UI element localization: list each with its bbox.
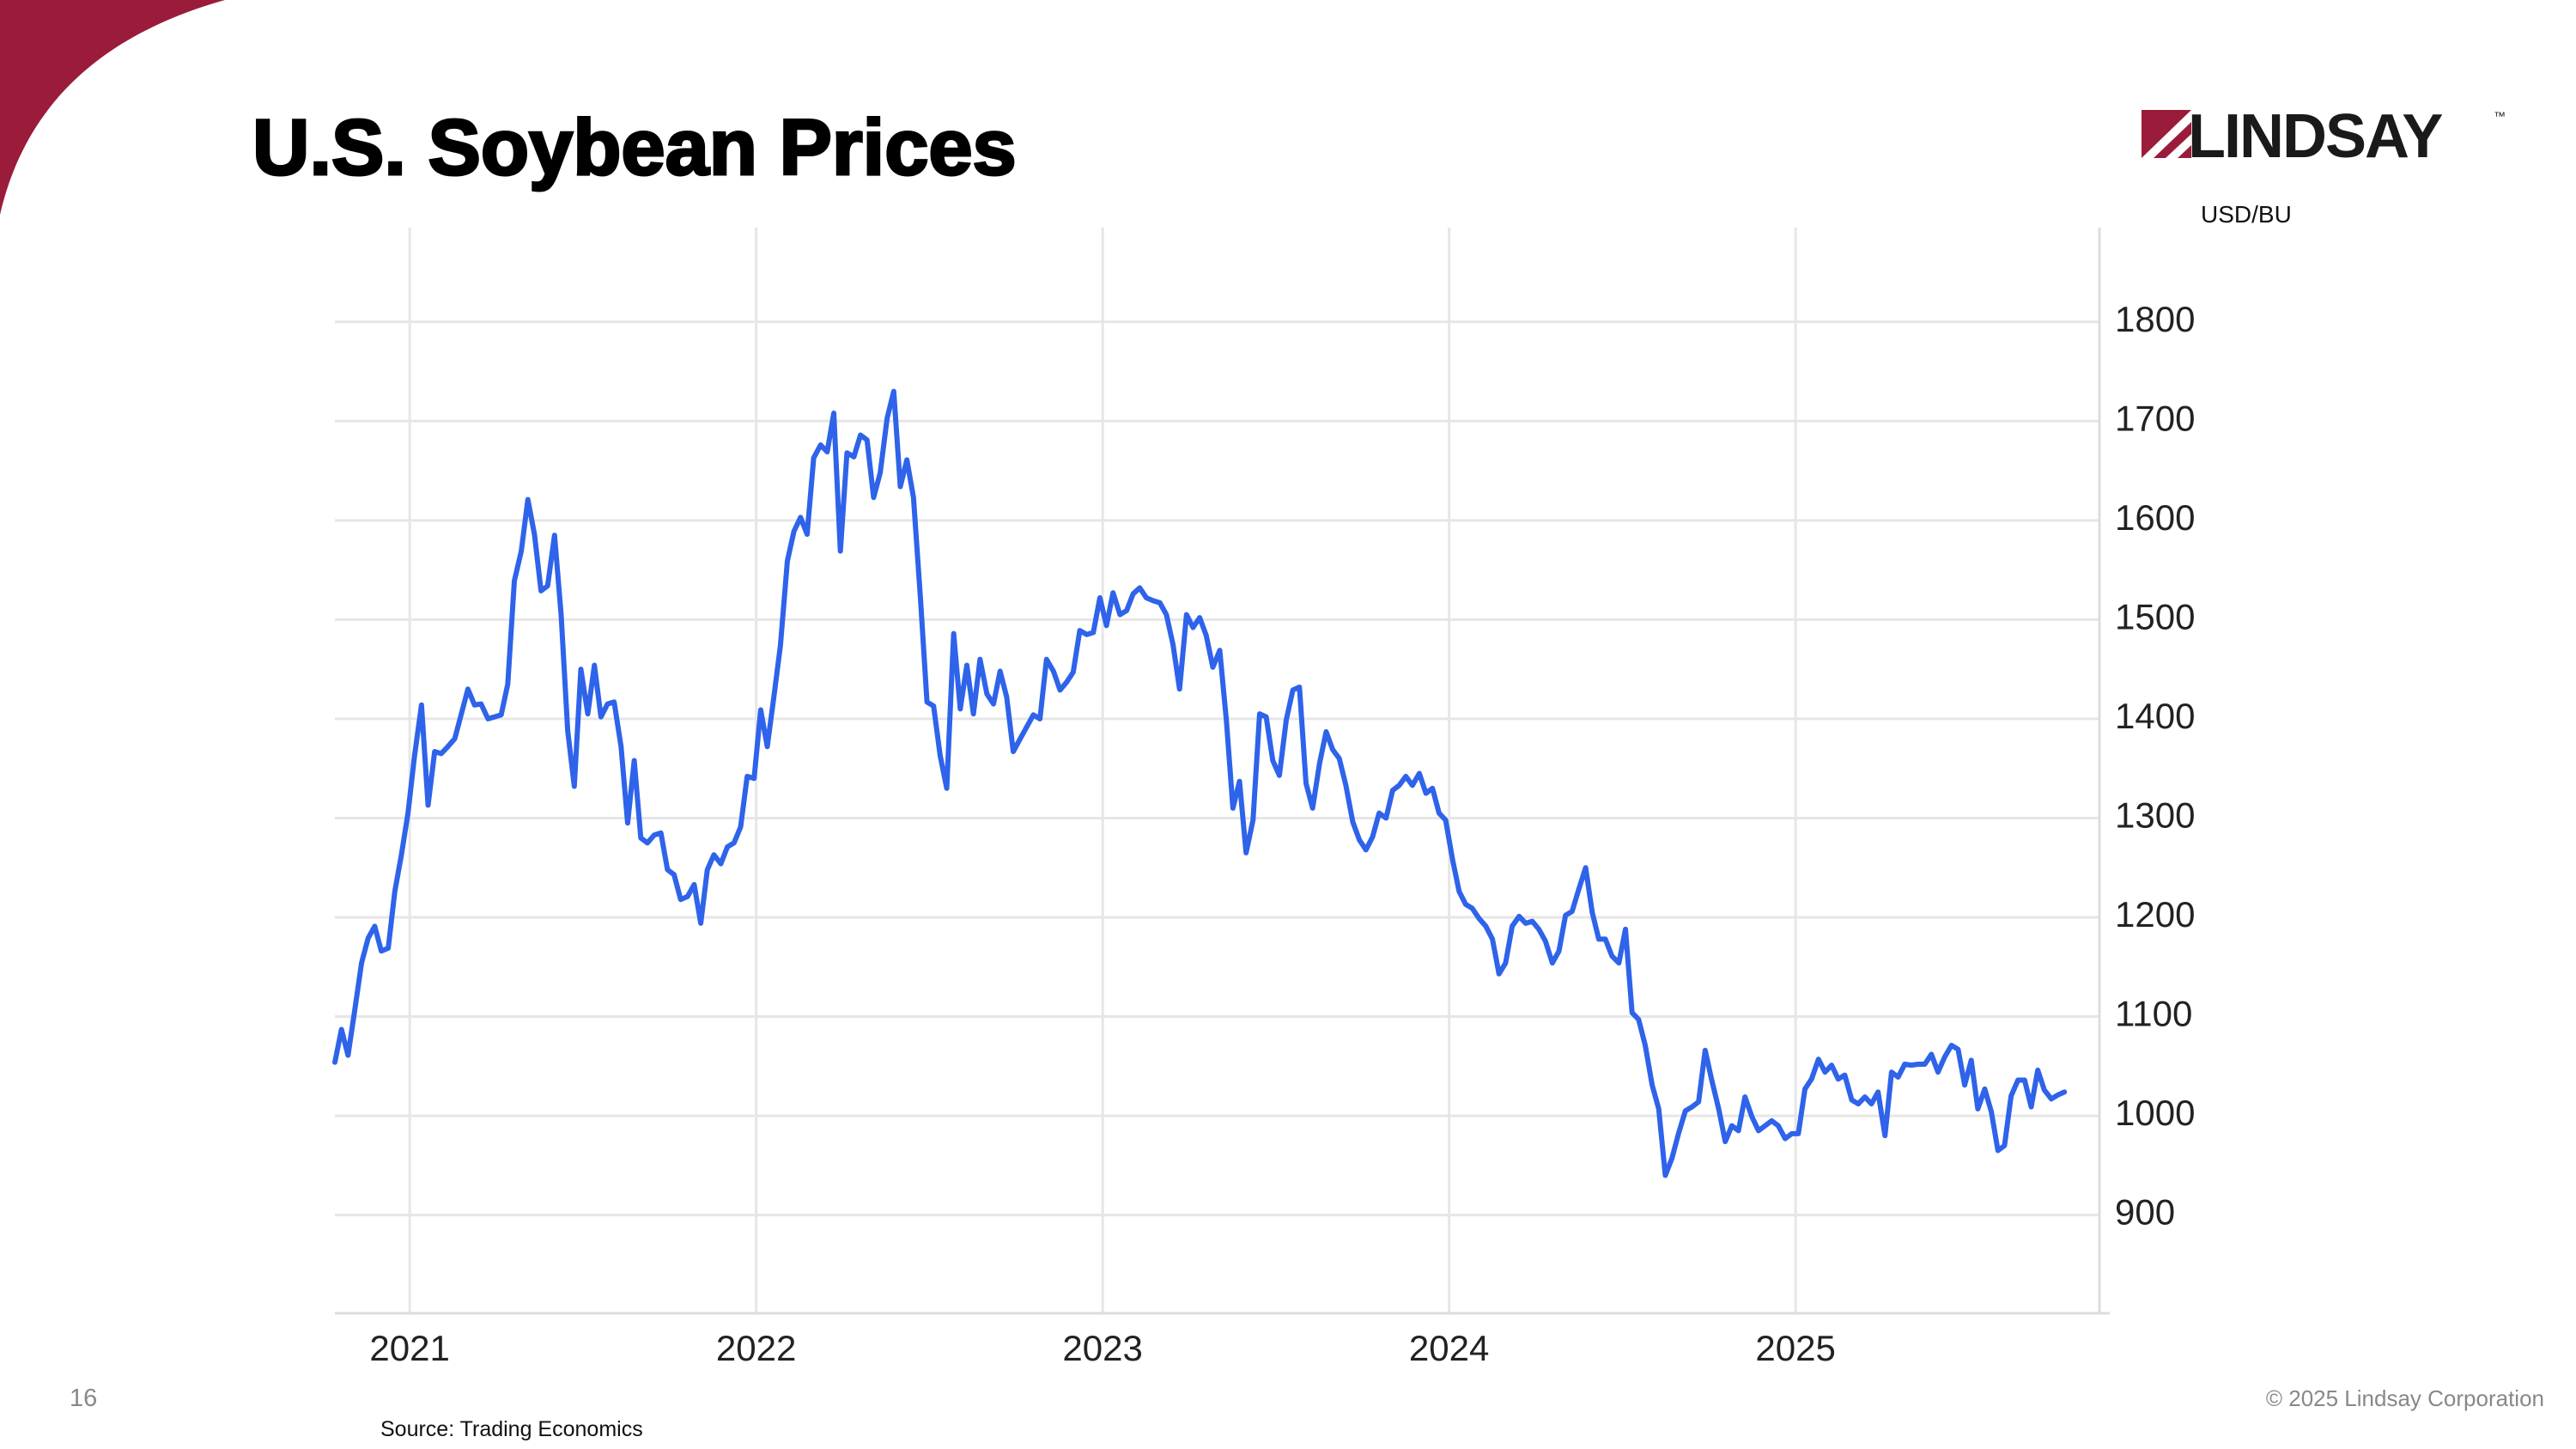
x-tick-label: 2022 (716, 1328, 796, 1368)
corner-decoration (0, 0, 225, 215)
y-tick-label: 1600 (2115, 497, 2195, 538)
x-tick-label: 2023 (1062, 1328, 1142, 1368)
source-note: Source: Trading Economics (380, 1417, 643, 1441)
price-line (332, 388, 2068, 1178)
x-tick-label: 2025 (1755, 1328, 1835, 1368)
logo-stripe (2142, 110, 2191, 158)
logo: LINDSAY ™ (2142, 102, 2506, 171)
x-tick-label: 2021 (369, 1328, 449, 1368)
plot-area: 900 1000 1100 1200 1300 1400 1500 1600 1700 1800 2… (332, 228, 2195, 1368)
y-tick-label: 1200 (2115, 894, 2195, 935)
y-tick-label: 1500 (2115, 596, 2195, 636)
y-axis-unit: USD/BU (2201, 201, 2292, 228)
y-tick-label: 1000 (2115, 1093, 2195, 1133)
copyright: © 2025 Lindsay Corporation (2266, 1385, 2544, 1411)
page-number: 16 (70, 1385, 97, 1412)
y-tick-label: 1700 (2115, 398, 2195, 438)
logo-stripe (2154, 122, 2191, 158)
y-tick-label: 900 (2115, 1192, 2175, 1233)
y-tick-label: 1100 (2115, 994, 2192, 1034)
y-tick-label: 1800 (2115, 299, 2195, 339)
slide-title: U.S. Soybean Prices (252, 104, 1017, 192)
x-tick-label: 2024 (1409, 1328, 1489, 1368)
logo-trademark: ™ (2494, 109, 2506, 123)
logo-text: LINDSAY (2188, 102, 2442, 171)
logo-stripe (2178, 145, 2191, 158)
y-tick-label: 1300 (2115, 795, 2195, 836)
y-tick-label: 1400 (2115, 696, 2195, 736)
